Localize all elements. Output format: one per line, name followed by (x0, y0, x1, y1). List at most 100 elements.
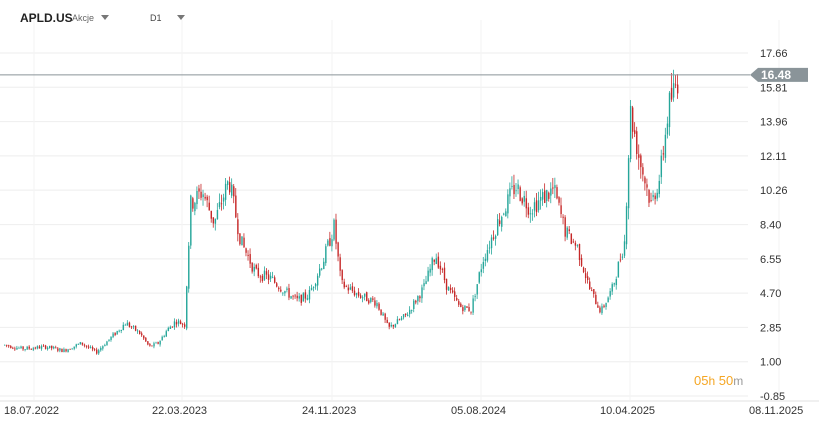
candle (18, 346, 20, 349)
candle (300, 294, 303, 306)
candle (535, 192, 538, 217)
candle (49, 345, 51, 349)
timeframe-selector[interactable]: D1 (150, 13, 162, 23)
chart-toolbar: APLD.US Akcje D1 (0, 0, 819, 34)
candle (492, 230, 495, 241)
candle (503, 212, 505, 216)
candle (51, 345, 53, 351)
candle (339, 253, 341, 277)
symbol-name[interactable]: APLD.US (20, 11, 73, 25)
candle (55, 345, 57, 349)
candle (427, 266, 429, 282)
candle (30, 348, 32, 350)
candle (153, 341, 155, 349)
candle (108, 339, 110, 342)
candle (382, 312, 384, 316)
candle (233, 183, 235, 204)
candle (494, 234, 497, 246)
candle (255, 263, 258, 270)
candle (501, 215, 503, 232)
candle (204, 192, 206, 201)
candle (87, 344, 90, 350)
candle (572, 238, 575, 244)
x-axis: 18.07.2022 22.03.2023 24.11.2023 05.08.2024… (0, 400, 819, 417)
candle (537, 191, 540, 213)
candle (513, 174, 515, 199)
candle (511, 176, 513, 190)
candle (161, 335, 163, 341)
symbol-dropdown-icon[interactable] (101, 15, 109, 20)
candle (237, 213, 239, 242)
candle (116, 330, 118, 335)
candle (16, 345, 18, 350)
candle (294, 294, 296, 299)
candle (670, 72, 673, 102)
candle (77, 343, 80, 345)
candle (286, 286, 288, 293)
timeframe-dropdown-icon[interactable] (177, 15, 185, 20)
candle (196, 186, 198, 210)
candle (677, 74, 679, 99)
candle (284, 290, 286, 297)
candle (314, 282, 317, 290)
candle (658, 174, 660, 198)
candle (341, 269, 343, 284)
candle (496, 214, 499, 236)
candle (486, 244, 489, 263)
candle (212, 217, 215, 228)
candle (366, 291, 368, 302)
candle (652, 190, 654, 201)
candle (349, 283, 352, 291)
candle (220, 194, 223, 211)
candle (302, 292, 305, 302)
candle (253, 263, 255, 277)
candle (607, 296, 609, 303)
candle (627, 154, 630, 220)
candle (136, 329, 139, 334)
candle (206, 194, 208, 208)
candle (216, 203, 219, 220)
candle (623, 234, 626, 259)
candle (544, 183, 546, 204)
candle (644, 175, 646, 191)
candle (480, 263, 483, 277)
candle (249, 248, 251, 268)
candle (98, 348, 100, 355)
candle (71, 347, 73, 350)
candle (603, 304, 605, 309)
candle (241, 236, 243, 246)
y-tick-label: 1.00 (760, 357, 781, 369)
candle (435, 253, 438, 265)
candle (529, 206, 532, 223)
candle (143, 335, 145, 340)
candle (188, 242, 190, 293)
candle (674, 75, 677, 89)
candle (578, 243, 581, 266)
candle (57, 346, 59, 353)
candle (648, 188, 650, 207)
candle (89, 345, 92, 349)
candle (593, 289, 595, 298)
candle (186, 285, 188, 331)
candle (335, 213, 337, 250)
candle (202, 189, 204, 206)
candle (597, 301, 599, 308)
candle (523, 191, 525, 207)
candle (468, 303, 470, 312)
candle (83, 343, 86, 348)
candle (488, 240, 491, 254)
candle (611, 282, 613, 295)
candle (177, 318, 180, 327)
candle (474, 293, 476, 302)
candle (169, 325, 172, 329)
candle (447, 286, 450, 291)
symbol-type-label[interactable]: Akcje (72, 13, 95, 23)
candle (576, 244, 579, 248)
candle (605, 302, 607, 310)
candle (347, 284, 350, 294)
candle (38, 345, 41, 349)
candle (570, 233, 573, 245)
candle (192, 196, 194, 212)
y-tick-label: 8.40 (760, 220, 781, 232)
